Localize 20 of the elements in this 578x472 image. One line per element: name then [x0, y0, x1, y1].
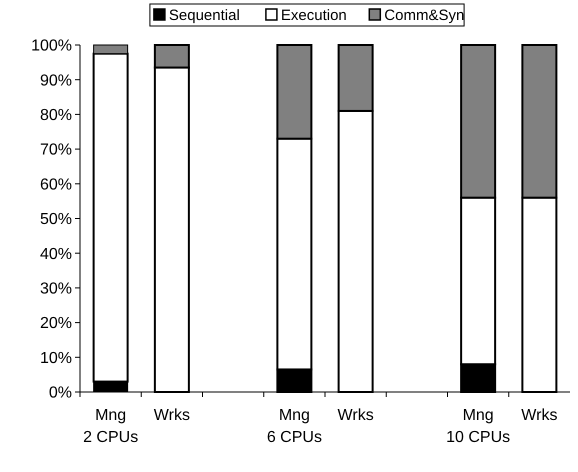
y-tick-label: 70% [40, 142, 72, 159]
legend-label: Comm&Syn [384, 7, 464, 24]
y-tick-label: 100% [31, 38, 72, 55]
y-tick-label: 80% [40, 107, 72, 124]
x-tick-label: Mng 6 CPUs [266, 407, 322, 446]
x-tick-label: Wrks [521, 407, 558, 424]
y-tick-label: 10% [40, 350, 72, 367]
y-tick-label: 40% [40, 246, 72, 263]
legend-label: Sequential [168, 7, 240, 24]
x-tick-label: Wrks [154, 407, 190, 424]
y-tick-label: 90% [40, 72, 72, 90]
y-tick-label: 0% [48, 384, 72, 402]
y-tick-label: 30% [40, 280, 72, 298]
x-tick-label: Wrks [338, 407, 374, 424]
y-tick-label: 20% [40, 315, 72, 332]
y-tick-label: 50% [40, 211, 72, 228]
legend-label: Execution [280, 7, 347, 24]
y-tick-label: 60% [40, 176, 72, 194]
x-tick-label: Mng 10 CPUs [446, 407, 510, 446]
x-tick-label: Mng 2 CPUs [83, 407, 138, 446]
